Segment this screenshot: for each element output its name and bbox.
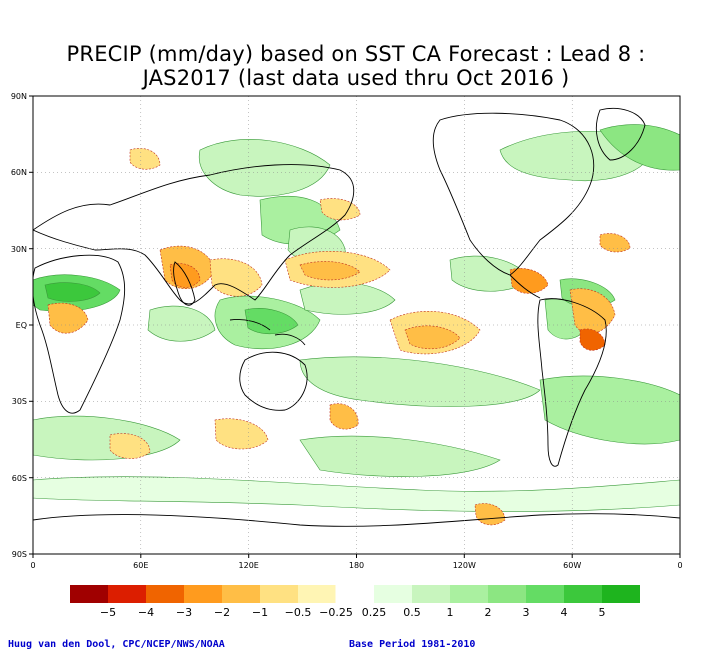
lat-label-eq: EQ	[16, 321, 27, 330]
legend-label: 1	[447, 606, 454, 619]
lat-label-60s: 60S	[12, 474, 27, 483]
color-legend-labels: −5 −4 −3 −2 −1 −0.5 −0.25 0.25 0.5 1 2 3 4 5	[100, 606, 606, 619]
color-legend	[70, 584, 640, 604]
legend-label: −3	[176, 606, 192, 619]
legend-color-box	[70, 585, 108, 603]
legend-label: −1	[252, 606, 268, 619]
lat-label-30n: 30N	[11, 245, 27, 254]
map-title-line-1: PRECIP (mm/day) based on SST CA Forecast…	[66, 42, 646, 66]
legend-color-box	[108, 585, 146, 603]
legend-label: 0.5	[403, 606, 421, 619]
legend-color-box	[298, 585, 336, 603]
legend-label: −5	[100, 606, 116, 619]
legend-color-box	[184, 585, 222, 603]
lon-label-120e: 120E	[239, 561, 259, 570]
lon-label-120w: 120W	[453, 561, 476, 570]
axis-ticks	[29, 95, 681, 558]
legend-color-box	[335, 584, 375, 604]
lat-label-60n: 60N	[11, 168, 27, 177]
legend-color-box	[374, 585, 412, 603]
map-title-line-2: JAS2017 (last data used thru Oct 2016 )	[142, 66, 570, 90]
base-period-text: Base Period 1981-2010	[349, 639, 476, 650]
legend-label: −0.5	[285, 606, 312, 619]
lon-label-60w: 60W	[563, 561, 581, 570]
lat-label-90s: 90S	[12, 550, 27, 559]
legend-color-box	[602, 585, 640, 603]
lon-label-60e: 60E	[133, 561, 148, 570]
graticule	[33, 96, 680, 554]
coastlines	[33, 107, 680, 527]
lon-label-0: 0	[30, 561, 35, 570]
legend-label: 3	[523, 606, 530, 619]
legend-color-box	[450, 585, 488, 603]
legend-label: −4	[138, 606, 154, 619]
dry-anomaly-areas	[47, 148, 631, 526]
legend-color-box	[412, 585, 450, 603]
legend-label: 5	[599, 606, 606, 619]
legend-color-box	[564, 585, 602, 603]
legend-color-box	[526, 585, 564, 603]
lon-label-180: 180	[349, 561, 364, 570]
wet-anomaly-areas	[33, 124, 680, 512]
legend-label: 2	[485, 606, 492, 619]
legend-label: 4	[561, 606, 568, 619]
legend-color-box	[260, 585, 298, 603]
lon-label-0-east: 0	[677, 561, 682, 570]
lat-label-90n: 90N	[11, 92, 27, 101]
lat-label-30s: 30S	[12, 397, 27, 406]
legend-color-box	[146, 585, 184, 603]
legend-label: 0.25	[362, 606, 387, 619]
legend-label: −2	[214, 606, 230, 619]
credit-text: Huug van den Dool, CPC/NCEP/NWS/NOAA	[8, 639, 225, 650]
legend-label: −0.25	[319, 606, 353, 619]
legend-color-box	[488, 585, 526, 603]
legend-color-box	[222, 585, 260, 603]
